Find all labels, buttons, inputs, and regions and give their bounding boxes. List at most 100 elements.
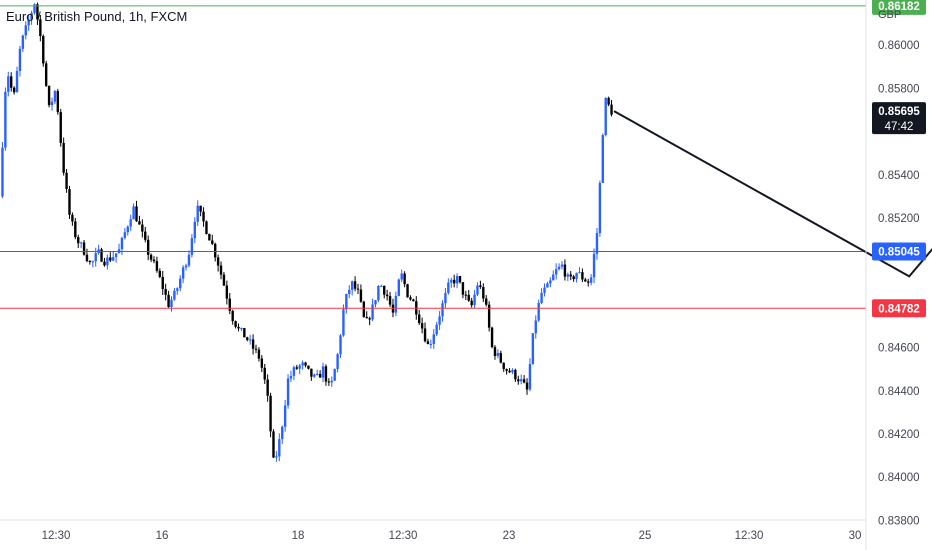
candle-body (289, 375, 293, 379)
candle-body (129, 219, 132, 227)
y-tick-label: 0.84400 (878, 386, 920, 398)
candle-body (222, 274, 226, 286)
candle-body (7, 76, 10, 92)
time-axis: 12:30 16 18 12:30 23 25 12:30 30 (42, 530, 862, 542)
candle-body (138, 221, 141, 225)
candle-body (554, 269, 558, 275)
currency-label: GBP (878, 9, 902, 21)
y-tick-label: 0.85400 (878, 170, 920, 182)
candle-body (546, 283, 549, 288)
candle-body (455, 276, 459, 284)
candle-body (228, 298, 231, 311)
candle-body (225, 285, 229, 299)
candle-body (94, 253, 97, 262)
candle-body (353, 281, 357, 289)
candle-body (36, 4, 39, 20)
candle-body (301, 362, 304, 366)
candle-body (240, 328, 243, 330)
candle-body (447, 282, 450, 293)
candle-body (10, 76, 13, 88)
candle-body (184, 265, 188, 268)
candle-body (499, 353, 502, 363)
candle-body (77, 237, 80, 244)
candle-body (467, 294, 470, 301)
candle-body (412, 299, 415, 302)
candle-body (254, 348, 258, 350)
candle-body (190, 238, 194, 255)
y-tick-label: 0.85200 (878, 213, 920, 225)
candle-body (377, 285, 380, 301)
candle-body (269, 395, 272, 432)
candle-body (584, 279, 587, 282)
candle-body (109, 257, 112, 261)
candle-body (257, 349, 261, 359)
candle-body (62, 142, 65, 173)
candle-body (374, 300, 377, 305)
candle-body (266, 379, 269, 396)
candle-body (452, 279, 456, 284)
candle-body (278, 439, 281, 457)
candle-body (68, 189, 71, 215)
candle-body (537, 303, 540, 321)
candle-body (522, 379, 526, 383)
candle-body (219, 265, 223, 275)
candle-body (74, 221, 77, 238)
x-tick-label: 25 (639, 530, 652, 542)
candle-body (534, 320, 537, 334)
candle-body (65, 172, 68, 190)
candle-body (123, 232, 127, 238)
candle-body (135, 206, 138, 222)
projection-arrow (613, 110, 932, 278)
candle-body (199, 205, 202, 212)
x-tick-label: 23 (503, 530, 516, 542)
candle-body (566, 274, 570, 277)
candle-body (348, 289, 351, 294)
candle-body (441, 303, 444, 317)
candle-body (59, 112, 62, 143)
candle-body (196, 205, 199, 222)
candle-body (482, 287, 485, 299)
candle-body (560, 264, 564, 267)
candle-body (44, 63, 48, 86)
candle-body (103, 261, 106, 266)
candle-body (79, 242, 83, 244)
candle-body (598, 182, 602, 234)
candle-body (601, 135, 604, 183)
candle-body (4, 91, 7, 148)
candle-body (313, 374, 316, 377)
candle-body (418, 314, 421, 324)
candle-body (385, 294, 389, 297)
candle-body (281, 426, 284, 440)
x-tick-label: 12:30 (42, 530, 71, 542)
x-tick-label: 30 (849, 530, 862, 542)
level-badge-label: 0.84782 (878, 303, 920, 315)
candle-body (520, 379, 523, 382)
candle-body (39, 19, 42, 37)
candle-body (479, 285, 482, 288)
candle-body (42, 36, 45, 64)
projection-path (613, 110, 932, 278)
candle-body (563, 264, 567, 277)
candle-body (362, 301, 366, 317)
candle-body (251, 339, 255, 349)
candle-body (12, 87, 16, 93)
candle-body (400, 273, 403, 280)
candle-body (50, 101, 54, 106)
candle-body (82, 242, 86, 255)
candle-body (528, 364, 532, 390)
candle-body (246, 337, 249, 340)
candle-body (350, 281, 354, 290)
candle-body (514, 369, 517, 380)
x-tick-label: 12:30 (735, 530, 764, 542)
candle-body (552, 274, 555, 281)
y-tick-label: 0.84600 (878, 343, 920, 355)
candle-body (234, 321, 237, 327)
candle-body (88, 261, 92, 263)
x-tick-label: 16 (156, 530, 169, 542)
y-tick-label: 0.84200 (878, 429, 920, 441)
candle-body (47, 85, 51, 106)
level-badge-label: 0.85045 (878, 247, 920, 259)
candle-body (231, 310, 234, 322)
candle-body (435, 324, 438, 335)
